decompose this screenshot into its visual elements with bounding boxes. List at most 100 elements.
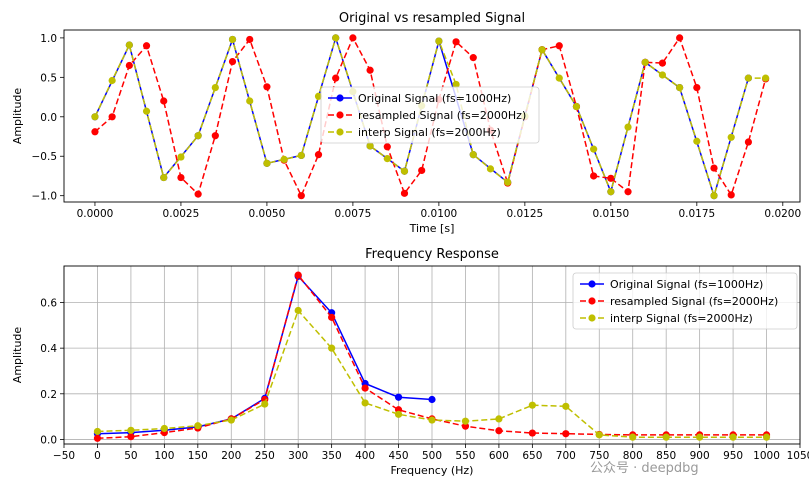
data-point-series-1 xyxy=(400,189,409,197)
x-tick-label: 850 xyxy=(656,450,676,462)
data-point-series-1 xyxy=(469,54,477,62)
y-tick-label: 1.0 xyxy=(40,33,57,45)
data-point-series-1 xyxy=(676,34,684,42)
y-tick-label: 0.4 xyxy=(40,343,57,355)
x-tick-label: 700 xyxy=(556,450,576,462)
data-point-series-2 xyxy=(555,74,563,82)
data-point-series-0 xyxy=(428,395,436,404)
data-point-series-1 xyxy=(383,143,391,151)
legend-label-2: interp Signal (fs=2000Hz) xyxy=(610,312,753,325)
x-tick-label: 450 xyxy=(389,450,409,462)
data-point-series-1 xyxy=(328,313,336,321)
data-point-series-2 xyxy=(641,58,649,66)
y-axis-title: Amplitude xyxy=(11,88,24,145)
y-tick-label: 0.6 xyxy=(40,298,57,310)
data-point-series-1 xyxy=(624,188,632,196)
legend-swatch-marker-0 xyxy=(336,94,344,102)
data-point-series-2 xyxy=(572,102,581,111)
x-tick-label: 250 xyxy=(255,450,275,462)
legend-label-2: interp Signal (fs=2000Hz) xyxy=(358,126,501,139)
x-axis-title: Frequency (Hz) xyxy=(391,464,474,477)
y-tick-label: 0.0 xyxy=(40,434,57,446)
data-point-series-2 xyxy=(91,113,99,121)
data-point-series-1 xyxy=(361,384,369,392)
y-tick-label: −1.0 xyxy=(32,191,58,203)
data-point-series-2 xyxy=(693,137,701,145)
x-tick-label: 0 xyxy=(94,450,101,462)
data-point-series-2 xyxy=(294,306,302,315)
x-tick-label: 0.0075 xyxy=(335,208,372,220)
data-point-series-1 xyxy=(452,38,460,46)
data-point-series-2 xyxy=(400,167,409,175)
data-point-series-1 xyxy=(194,190,202,198)
data-point-series-1 xyxy=(142,42,151,50)
data-point-series-1 xyxy=(246,35,254,44)
data-point-series-2 xyxy=(624,123,632,131)
data-point-series-2 xyxy=(142,107,151,115)
legend-swatch-marker-2 xyxy=(336,128,344,136)
data-point-series-2 xyxy=(177,153,185,161)
chart-title: Original vs resampled Signal xyxy=(339,11,525,26)
data-point-series-1 xyxy=(93,434,102,442)
data-point-series-2 xyxy=(328,344,336,352)
data-point-series-2 xyxy=(538,46,546,54)
data-point-series-1 xyxy=(461,422,470,430)
data-point-series-1 xyxy=(108,113,116,121)
data-point-series-1 xyxy=(607,174,615,182)
plot-frame xyxy=(63,29,801,203)
x-tick-label: 650 xyxy=(522,450,542,462)
x-axis-title: Time [s] xyxy=(409,222,455,235)
frequency-response-chart: −50 0 50 100 150 200 250 300 350 400 450 500 550 600 6… xyxy=(11,247,809,477)
x-tick-label: −50 xyxy=(53,450,75,462)
data-point-series-1 xyxy=(744,138,753,146)
x-tick-label: 0.0200 xyxy=(764,208,801,220)
data-point-series-2 xyxy=(727,133,735,141)
legend-swatch-marker-1 xyxy=(336,111,344,119)
series-line-2 xyxy=(94,35,766,199)
data-point-series-1 xyxy=(297,192,305,200)
data-point-series-2 xyxy=(366,142,374,150)
x-tick-label: 800 xyxy=(623,450,643,462)
legend-label-1: resampled Signal (fs=2000Hz) xyxy=(610,295,778,308)
x-tick-label: 350 xyxy=(322,450,342,462)
data-point-series-2 xyxy=(383,155,391,163)
data-point-series-2 xyxy=(263,159,271,167)
data-point-series-2 xyxy=(744,74,753,82)
data-point-series-2 xyxy=(246,97,254,105)
data-point-series-2 xyxy=(607,188,615,196)
data-point-series-2 xyxy=(452,80,460,89)
data-point-series-2 xyxy=(590,145,598,153)
y-tick-label: −0.5 xyxy=(32,151,58,163)
data-point-series-1 xyxy=(555,42,563,50)
data-point-series-2 xyxy=(762,433,771,441)
data-point-series-2 xyxy=(127,426,135,434)
data-point-series-1 xyxy=(211,132,219,140)
legend-box xyxy=(320,86,540,144)
data-point-series-2 xyxy=(227,416,235,424)
watermark-text: 公众号 · deepdbg xyxy=(590,461,699,476)
data-point-series-2 xyxy=(280,155,288,163)
data-point-series-1 xyxy=(332,74,340,82)
x-tick-label: 750 xyxy=(589,450,609,462)
data-point-series-2 xyxy=(658,71,667,79)
x-tick-label: 100 xyxy=(154,450,174,462)
data-point-series-1 xyxy=(127,433,135,441)
data-point-series-2 xyxy=(504,178,512,186)
x-tick-label: 0.0125 xyxy=(506,208,543,220)
x-tick-label: 0.0050 xyxy=(249,208,286,220)
data-point-series-2 xyxy=(629,433,637,441)
x-tick-label: 0.0100 xyxy=(421,208,458,220)
x-tick-label: 300 xyxy=(288,450,308,462)
data-point-series-1 xyxy=(366,66,374,74)
data-point-series-1 xyxy=(228,57,237,66)
data-point-series-1 xyxy=(528,429,536,437)
data-point-series-2 xyxy=(160,173,168,182)
data-point-series-0 xyxy=(394,393,403,401)
data-point-series-2 xyxy=(125,41,133,49)
data-point-series-1 xyxy=(418,166,426,175)
data-point-series-1 xyxy=(294,271,302,279)
data-point-series-1 xyxy=(263,83,271,91)
legend-swatch-marker-2 xyxy=(588,314,596,322)
legend-box xyxy=(572,272,798,330)
